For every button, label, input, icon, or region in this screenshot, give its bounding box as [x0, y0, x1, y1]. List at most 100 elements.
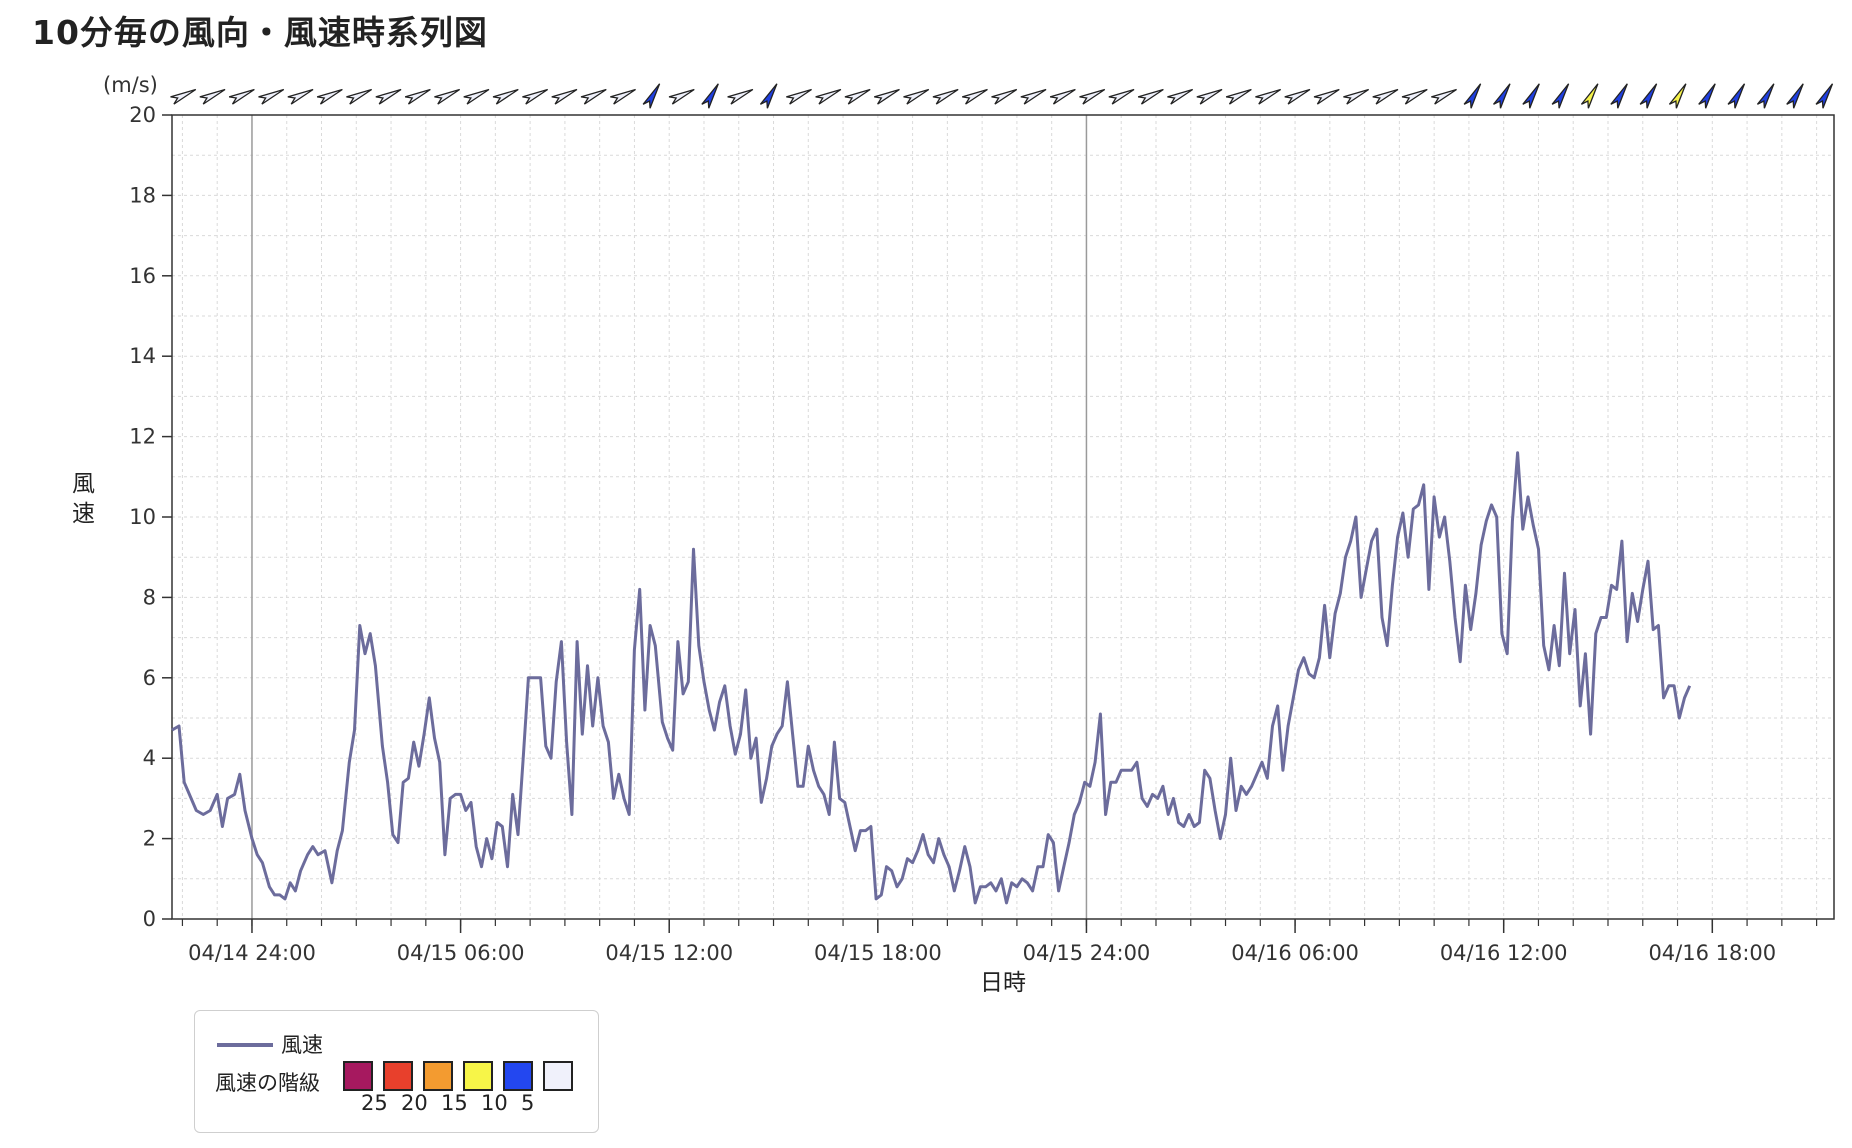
legend-swatch-box [463, 1061, 493, 1091]
arrow-head [701, 83, 719, 109]
wind-direction-arrow [463, 88, 490, 105]
arrow-head [1698, 83, 1716, 109]
y-tick-label: 6 [143, 666, 156, 690]
arrow-head [642, 83, 661, 109]
y-tick-label: 18 [129, 183, 156, 207]
arrow-head [170, 88, 197, 105]
wind-direction-arrow [1522, 83, 1540, 109]
legend-swatch [423, 1061, 453, 1091]
series-layer [171, 451, 1692, 905]
legend-swatch [503, 1061, 533, 1091]
arrow-head [815, 88, 842, 105]
arrow-head [1610, 83, 1628, 109]
arrow-head [610, 88, 636, 105]
arrow-head [1284, 88, 1311, 105]
wind-direction-arrow [1284, 88, 1311, 105]
wind-direction-arrow [610, 88, 636, 105]
arrow-head [316, 88, 343, 105]
wind-direction-arrow [1580, 83, 1599, 109]
arrow-head [1786, 83, 1804, 109]
arrow-head [1049, 88, 1076, 105]
x-tick-label: 04/16 12:00 [1440, 941, 1568, 965]
wind-direction-arrow [991, 88, 1018, 105]
wind-direction-arrow [962, 88, 988, 105]
legend-scale-label: 風速の階級 [215, 1071, 320, 1095]
wind-direction-arrow [1020, 88, 1047, 105]
legend-swatch-box [383, 1061, 413, 1091]
wind-direction-arrow [258, 88, 285, 105]
arrow-head [786, 88, 812, 105]
arrow-head [434, 88, 461, 105]
legend-swatch [343, 1061, 373, 1091]
unit-label: (m/s) [103, 73, 158, 97]
arrow-head [727, 88, 754, 105]
wind-direction-arrow [228, 88, 255, 105]
arrow-head [668, 88, 695, 105]
wind-direction-arrow [759, 83, 778, 109]
arrow-head [1727, 83, 1746, 109]
wind-direction-arrow [668, 88, 695, 105]
wind-direction-arrow [1049, 88, 1076, 105]
wind-direction-arrow [1401, 88, 1428, 105]
arrow-head [287, 88, 314, 105]
y-tick-label: 16 [129, 264, 156, 288]
wind-direction-arrow [1463, 83, 1482, 109]
wind-direction-arrow [199, 88, 226, 105]
wind-direction-arrow [1698, 83, 1716, 109]
wind-direction-arrow [522, 88, 549, 105]
legend-class-label: 15 [441, 1091, 468, 1115]
arrow-head [903, 88, 930, 105]
wind-direction-arrow [492, 88, 519, 105]
y-tick-label: 20 [129, 103, 156, 127]
wind-direction-arrow [1108, 88, 1135, 105]
x-tick-label: 04/16 18:00 [1648, 941, 1776, 965]
x-tick-label: 04/16 06:00 [1231, 941, 1359, 965]
wind-direction-arrow [932, 88, 959, 105]
wind-direction-arrow [404, 88, 431, 105]
arrow-head [1020, 88, 1047, 105]
wind-direction-arrow [1756, 83, 1775, 109]
arrow-head [522, 88, 549, 105]
arrow-head [228, 88, 255, 105]
arrow-head [1463, 83, 1482, 109]
arrow-head [1756, 83, 1775, 109]
chart-title: 10分毎の風向・風速時系列図 [32, 13, 488, 52]
wind-direction-arrow [815, 88, 842, 105]
wind-direction-arrow [1815, 83, 1834, 109]
arrow-head [551, 88, 578, 105]
y-tick-label: 14 [129, 344, 156, 368]
arrow-head [1401, 88, 1428, 105]
legend-swatch-box [343, 1061, 373, 1091]
wind-direction-arrow [701, 83, 719, 109]
arrow-head [1079, 88, 1106, 105]
arrow-head [759, 83, 778, 109]
arrow-head [1225, 88, 1252, 105]
legend-swatch [463, 1061, 493, 1091]
arrow-head [1108, 88, 1135, 105]
wind-direction-arrow [1313, 88, 1340, 105]
wind-direction-arrow [1255, 88, 1282, 105]
wind-direction-arrow [316, 88, 343, 105]
legend-swatch-box [503, 1061, 533, 1091]
arrow-head [1255, 88, 1282, 105]
legend: 風速 風速の階級 25 20 15 10 5 [194, 1010, 599, 1133]
wind-direction-arrow [287, 88, 314, 105]
arrow-head [874, 88, 900, 105]
wind-direction-arrow [1668, 83, 1687, 109]
y-tick-label: 4 [143, 746, 156, 770]
wind-direction-arrow [1493, 83, 1511, 109]
y-tick-label: 8 [143, 585, 156, 609]
arrow-head [1639, 83, 1658, 109]
wind-direction-arrow [551, 88, 578, 105]
y-tick-label: 12 [129, 425, 156, 449]
wind-direction-arrow [874, 88, 900, 105]
legend-class-label: 25 [361, 1091, 388, 1115]
legend-class-label: 10 [481, 1091, 508, 1115]
wind-direction-arrow [434, 88, 461, 105]
y-axis-title-2: 速 [72, 501, 95, 527]
wind-direction-arrow [1639, 83, 1658, 109]
legend-swatch-box [543, 1061, 573, 1091]
wind-direction-arrow [844, 88, 871, 105]
wind-direction-arrow [642, 83, 661, 109]
